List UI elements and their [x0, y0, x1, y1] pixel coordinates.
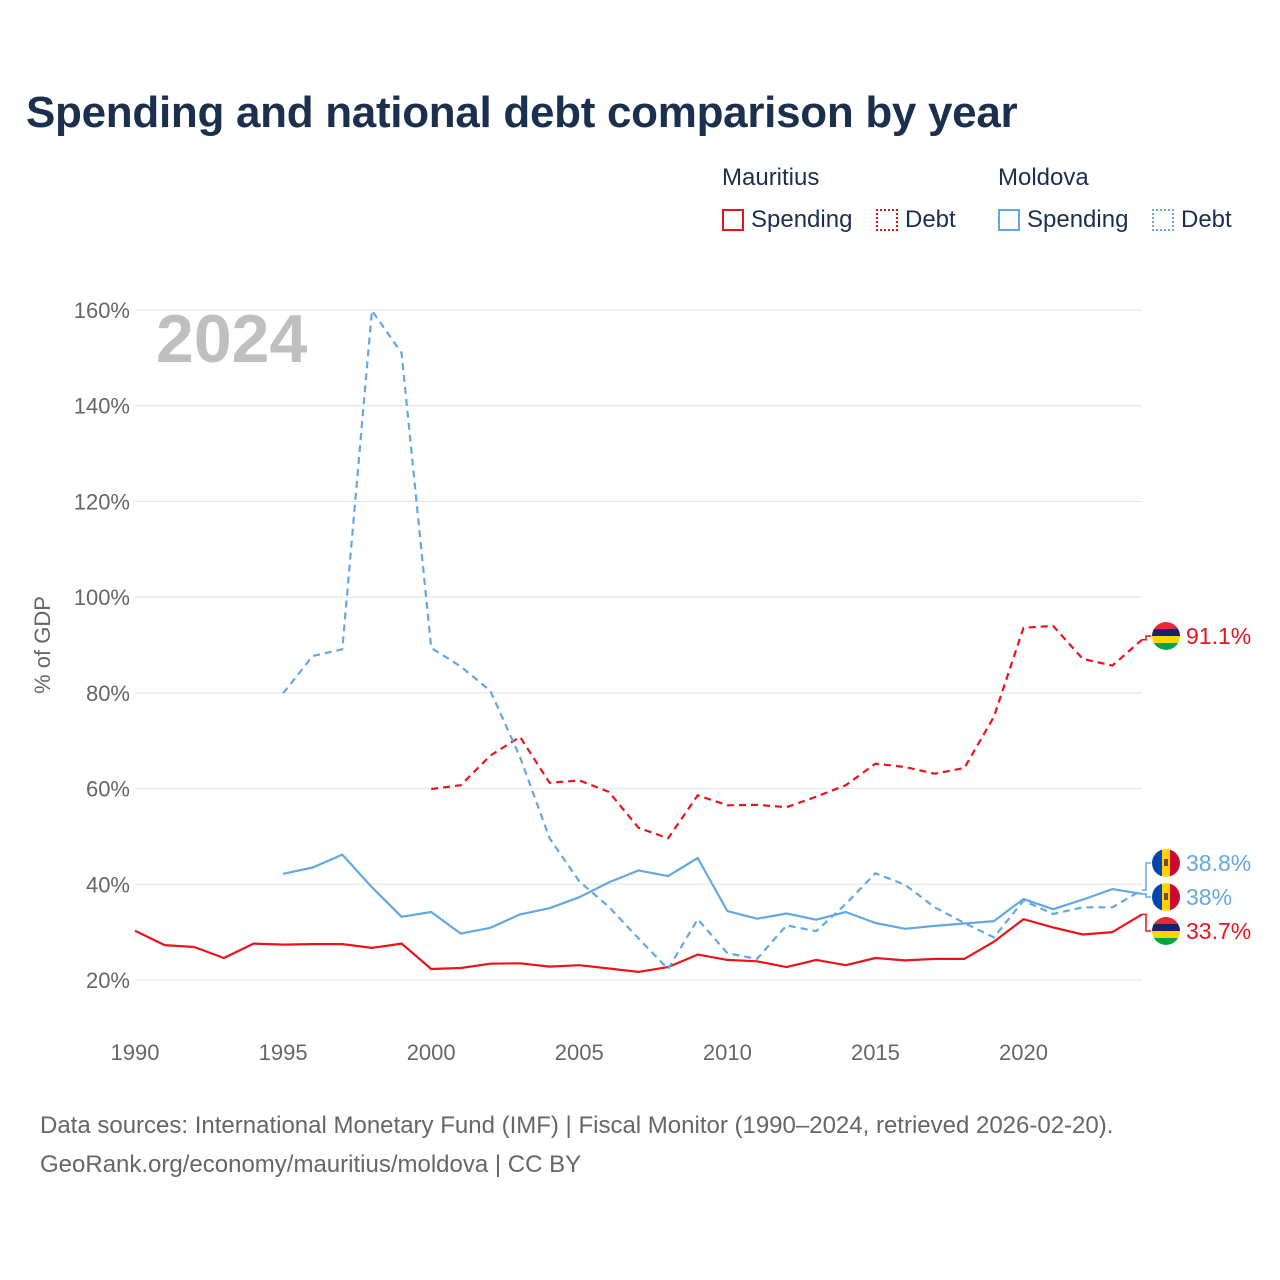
series-line-mauritius-debt [431, 624, 1143, 840]
legend-item-moldova-debt[interactable]: Debt [1152, 206, 1232, 234]
end-value-label: 91.1% [1186, 623, 1251, 649]
end-connector [1142, 893, 1151, 898]
end-connector [1142, 635, 1151, 641]
y-tick-label: 20% [86, 968, 130, 993]
legend-mauritius: Mauritius Spending Debt [722, 164, 982, 244]
chart-title: Spending and national debt comparison by… [26, 88, 1018, 137]
legend-item-mauritius-debt[interactable]: Debt [876, 206, 956, 234]
moldova-flag-icon [1152, 883, 1180, 911]
mauritius-flag-icon [1152, 917, 1180, 945]
end-connector [1142, 862, 1151, 891]
moldova-flag-icon [1152, 849, 1180, 877]
y-tick-label: 120% [74, 489, 130, 514]
current-year-watermark: 2024 [156, 301, 307, 377]
source-line-1: Data sources: International Monetary Fun… [40, 1112, 1114, 1139]
x-axis: 1990 1995 2000 2005 2010 2015 2020 [111, 1040, 1048, 1065]
mauritius-flag-icon [1152, 622, 1180, 650]
y-tick-label: 60% [86, 777, 130, 802]
data-source: Data sources: International Monetary Fun… [40, 1106, 1113, 1184]
series-lines [134, 309, 1143, 974]
end-value-label: 38% [1186, 884, 1232, 910]
y-tick-label: 140% [74, 394, 130, 419]
gridlines [135, 309, 1142, 981]
legend-label-mauritius-debt: Debt [905, 206, 956, 233]
x-tick-label: 1990 [111, 1040, 160, 1065]
legend-item-mauritius-spending[interactable]: Spending [722, 206, 852, 234]
x-tick-label: 2010 [703, 1040, 752, 1065]
legend-moldova: Moldova Spending Debt [998, 164, 1258, 244]
legend-country-mauritius: Mauritius [722, 164, 820, 191]
end-value-label: 38.8% [1186, 850, 1251, 876]
end-value-label: 33.7% [1186, 918, 1251, 944]
x-tick-label: 2015 [851, 1040, 900, 1065]
legend-item-moldova-spending[interactable]: Spending [998, 206, 1128, 234]
legend-label-moldova-spending: Spending [1027, 206, 1129, 233]
swatch-dotted-blue [1152, 209, 1174, 231]
y-tick-label: 160% [74, 298, 130, 323]
swatch-solid-blue [998, 209, 1020, 231]
legend-label-mauritius-spending: Spending [751, 206, 853, 233]
y-tick-label: 100% [74, 585, 130, 610]
end-labels: 33.7% 91.1% 38% 38.8% [1142, 622, 1251, 945]
x-tick-label: 2005 [555, 1040, 604, 1065]
series-line-moldova-debt [282, 309, 1143, 971]
y-tick-label: 40% [86, 872, 130, 897]
legend-label-moldova-debt: Debt [1181, 206, 1232, 233]
x-tick-label: 2000 [407, 1040, 456, 1065]
source-line-2: GeoRank.org/economy/mauritius/moldova | … [40, 1151, 582, 1178]
y-axis-label: % of GDP [30, 596, 55, 694]
x-tick-label: 2020 [999, 1040, 1048, 1065]
x-tick-label: 1995 [259, 1040, 308, 1065]
series-line-mauritius-spending [134, 913, 1143, 974]
swatch-solid-red [722, 209, 744, 231]
series-line-moldova-spending [282, 853, 1143, 935]
end-connector [1142, 913, 1151, 932]
y-tick-label: 80% [86, 681, 130, 706]
y-axis: 20% 40% 60% 80% 100% 120% 140% 160% [74, 298, 130, 993]
legend-country-moldova: Moldova [998, 164, 1089, 191]
swatch-dotted-red [876, 209, 898, 231]
